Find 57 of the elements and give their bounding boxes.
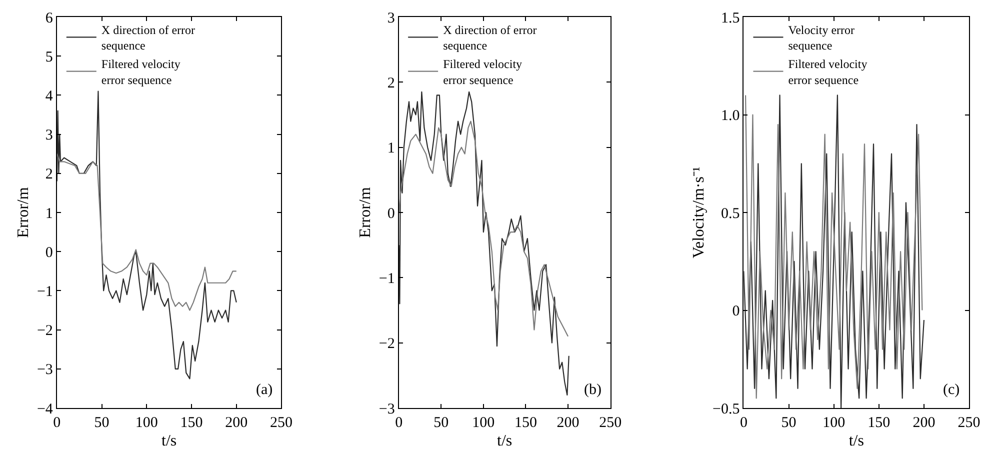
- line-series: [398, 91, 570, 396]
- y-tick-label: −2: [378, 336, 395, 352]
- x-tick-label: 200: [556, 415, 580, 431]
- y-tick-label: −3: [36, 362, 53, 378]
- x-tick-label: 50: [781, 415, 796, 431]
- legend-label: Filtered velocity error sequence: [101, 57, 180, 87]
- y-tick-label: 4: [45, 88, 54, 104]
- x-axis-title: t/s: [162, 432, 177, 450]
- y-axis-title: Error/m: [356, 186, 374, 238]
- legend-label: X direction of error sequence: [443, 23, 537, 53]
- y-tick-label: 3: [45, 128, 53, 144]
- x-tick-label: 250: [958, 415, 980, 431]
- y-tick-label: −2: [36, 323, 53, 340]
- y-tick-label: 5: [45, 49, 53, 66]
- annotation: (b): [584, 382, 602, 398]
- x-tick-label: 100: [135, 415, 158, 431]
- y-tick-label: 1: [45, 206, 53, 222]
- x-tick-label: 200: [912, 415, 936, 431]
- x-axis-title: t/s: [497, 432, 512, 450]
- annotation: (c): [943, 382, 960, 398]
- line-series: [56, 153, 237, 311]
- y-tick-label: 0: [732, 304, 740, 320]
- y-tick-label: −1: [36, 284, 53, 300]
- y-tick-label: 1.0: [720, 108, 740, 124]
- y-tick-label: 0: [387, 206, 395, 222]
- x-tick-label: 200: [225, 415, 248, 431]
- legend-label: Filtered velocity error sequence: [443, 57, 522, 87]
- y-tick-label: 1.5: [720, 10, 740, 26]
- x-tick-label: 50: [94, 415, 110, 431]
- line-series: [398, 120, 569, 337]
- y-tick-label: 2: [45, 166, 53, 183]
- x-tick-label: 100: [822, 415, 846, 431]
- legend-label: X direction of error sequence: [101, 23, 196, 53]
- y-tick-label: 0: [45, 244, 53, 261]
- y-tick-label: 0.5: [720, 206, 740, 222]
- y-tick-label: −3: [378, 401, 395, 418]
- y-tick-label: −0.5: [712, 401, 740, 418]
- x-tick-label: 150: [180, 415, 203, 431]
- y-tick-label: 6: [45, 10, 54, 26]
- x-tick-label: 150: [514, 415, 537, 431]
- x-tick-label: 250: [599, 415, 622, 431]
- line-series: [56, 90, 237, 380]
- x-tick-label: 100: [472, 415, 495, 431]
- y-tick-label: −4: [36, 401, 54, 418]
- y-tick-label: 2: [387, 75, 395, 92]
- y-tick-label: 3: [387, 10, 395, 26]
- x-tick-label: 150: [868, 415, 890, 431]
- legend-label: Velocity error sequence: [788, 23, 855, 53]
- x-tick-label: 250: [270, 415, 292, 431]
- y-axis-title: Error/m: [14, 186, 32, 238]
- annotation: (a): [256, 382, 273, 398]
- x-axis-title: t/s: [848, 432, 864, 450]
- y-tick-label: 1: [387, 140, 395, 157]
- y-axis-title: Velocity/m·s⁻¹: [690, 166, 708, 258]
- y-tick-label: −1: [378, 270, 395, 287]
- x-tick-label: 50: [434, 415, 449, 431]
- legend-label: Filtered velocity error sequence: [788, 57, 868, 87]
